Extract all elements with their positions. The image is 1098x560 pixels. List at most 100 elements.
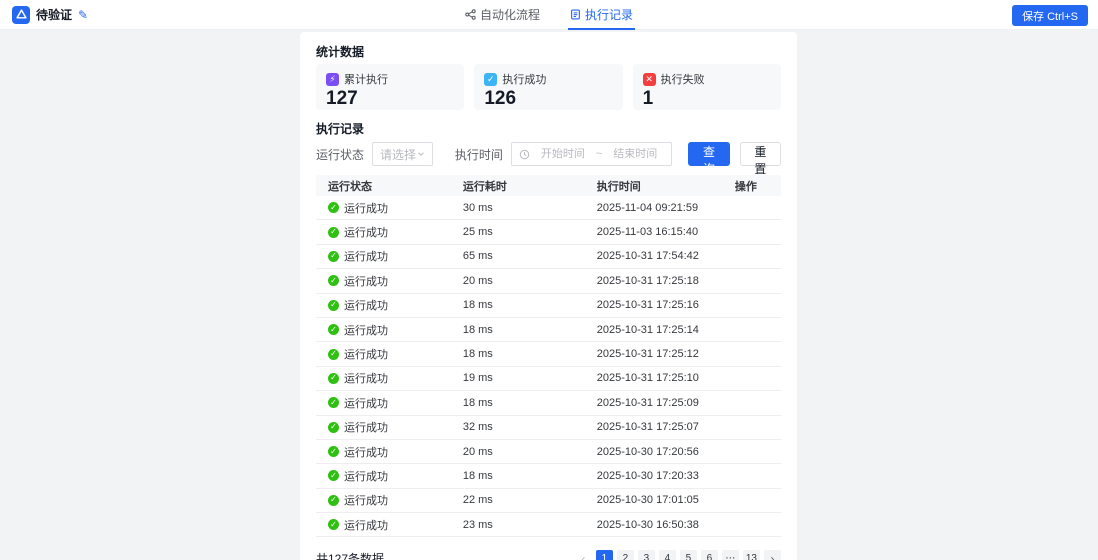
range-separator: ~ xyxy=(595,148,603,160)
success-check-icon: ✓ xyxy=(484,72,498,86)
table-row[interactable]: ✓ 运行成功 18 ms 2025-10-31 17:25:12 xyxy=(316,342,781,367)
total-count-text: 共127条数据 xyxy=(316,552,385,560)
success-status-icon: ✓ xyxy=(328,299,339,311)
duration-cell: 20 ms xyxy=(462,274,493,287)
time-cell: 2025-10-30 17:20:33 xyxy=(596,469,699,482)
success-status-icon: ✓ xyxy=(328,275,339,287)
pagination-page-button[interactable]: 6 xyxy=(700,550,718,560)
status-text: 运行成功 xyxy=(344,470,388,483)
stats-section-title: 统计数据 xyxy=(316,45,365,59)
time-cell: 2025-10-31 17:25:10 xyxy=(596,372,699,385)
chevron-down-icon xyxy=(417,150,425,158)
table-row[interactable]: ✓ 运行成功 18 ms 2025-10-31 17:25:16 xyxy=(316,294,781,318)
app-logo-icon xyxy=(12,5,30,24)
time-cell: 2025-10-31 17:25:09 xyxy=(596,396,699,409)
col-header-operation: 操作 xyxy=(734,180,757,193)
time-cell: 2025-10-30 16:50:38 xyxy=(596,518,699,531)
time-range-picker[interactable]: ~ xyxy=(510,142,673,166)
pagination-next-button[interactable]: › xyxy=(764,550,781,560)
table-row[interactable]: ✓ 运行成功 22 ms 2025-10-30 17:01:05 xyxy=(316,489,781,514)
edit-pencil-icon[interactable]: ✎ xyxy=(78,7,89,22)
clock-icon xyxy=(519,149,530,160)
stat-label: 执行成功 xyxy=(502,74,547,86)
reset-button[interactable]: 重置 xyxy=(739,142,781,176)
search-button[interactable]: 查询 xyxy=(688,142,730,176)
start-time-input[interactable] xyxy=(533,148,592,160)
table-row[interactable]: ✓ 运行成功 23 ms 2025-10-30 16:50:38 xyxy=(316,513,781,538)
save-button[interactable]: 保存 Ctrl+S xyxy=(1012,5,1088,26)
tab-execution-records[interactable]: 执行记录 xyxy=(568,0,636,30)
pagination-page-button[interactable]: 13 xyxy=(742,550,760,560)
duration-cell: 18 ms xyxy=(462,323,493,336)
time-cell: 2025-11-04 09:21:59 xyxy=(596,201,699,214)
flow-icon xyxy=(465,9,476,20)
duration-cell: 23 ms xyxy=(462,518,493,531)
status-text: 运行成功 xyxy=(344,275,388,288)
stat-card-fail: ✕ 执行失败 1 xyxy=(632,64,781,110)
stat-card-success: ✓ 执行成功 126 xyxy=(474,64,623,110)
status-text: 运行成功 xyxy=(344,422,388,435)
pagination: ‹ 1 2 3 4 5 6 ⋯ 13 › xyxy=(575,550,781,560)
table-row[interactable]: ✓ 运行成功 18 ms 2025-10-30 17:20:33 xyxy=(316,464,781,489)
success-status-icon: ✓ xyxy=(328,421,339,433)
status-text: 运行成功 xyxy=(344,495,388,508)
table-row[interactable]: ✓ 运行成功 20 ms 2025-10-31 17:25:18 xyxy=(316,269,781,294)
success-status-icon: ✓ xyxy=(328,372,339,384)
table-row[interactable]: ✓ 运行成功 25 ms 2025-11-03 16:15:40 xyxy=(316,220,781,245)
main-panel: 统计数据 ⚡ 累计执行 127 ✓ 执行成功 126 ✕ 执行失败 1 执行记录 xyxy=(300,32,797,560)
duration-cell: 30 ms xyxy=(462,201,493,214)
stat-cards: ⚡ 累计执行 127 ✓ 执行成功 126 ✕ 执行失败 1 xyxy=(316,64,781,110)
duration-cell: 22 ms xyxy=(462,494,493,507)
pagination-page-button[interactable]: 1 xyxy=(595,550,613,560)
time-cell: 2025-10-31 17:25:16 xyxy=(596,299,699,312)
stat-label: 累计执行 xyxy=(344,74,388,86)
duration-cell: 65 ms xyxy=(462,250,493,263)
pagination-ellipsis[interactable]: ⋯ xyxy=(721,550,739,560)
filter-row: 运行状态 请选择 执行时间 ~ 查询 重置 xyxy=(316,142,781,176)
status-text: 运行成功 xyxy=(344,397,388,410)
status-text: 运行成功 xyxy=(344,324,388,337)
success-status-icon: ✓ xyxy=(328,519,339,531)
stat-value: 127 xyxy=(326,88,358,109)
success-status-icon: ✓ xyxy=(328,446,339,458)
duration-cell: 18 ms xyxy=(462,396,493,409)
status-text: 运行成功 xyxy=(344,300,388,313)
pagination-prev-button[interactable]: ‹ xyxy=(575,550,592,560)
center-tabs: 自动化流程 执行记录 xyxy=(463,0,636,30)
time-cell: 2025-11-03 16:15:40 xyxy=(596,226,699,239)
total-runs-icon: ⚡ xyxy=(326,72,339,86)
pagination-page-button[interactable]: 4 xyxy=(658,550,676,560)
table-row[interactable]: ✓ 运行成功 18 ms 2025-10-31 17:25:09 xyxy=(316,391,781,416)
pagination-page-button[interactable]: 5 xyxy=(679,550,697,560)
pagination-page-button[interactable]: 2 xyxy=(616,550,634,560)
table-footer: 共127条数据 ‹ 1 2 3 4 5 6 ⋯ 13 › xyxy=(316,547,781,560)
table-row[interactable]: ✓ 运行成功 20 ms 2025-10-30 17:20:56 xyxy=(316,440,781,465)
table-row[interactable]: ✓ 运行成功 32 ms 2025-10-31 17:25:07 xyxy=(316,416,781,440)
fail-cross-icon: ✕ xyxy=(642,72,656,86)
duration-cell: 25 ms xyxy=(462,226,493,239)
record-list-icon xyxy=(570,9,581,20)
status-text: 运行成功 xyxy=(344,227,388,240)
col-header-time: 执行时间 xyxy=(596,180,641,193)
status-text: 运行成功 xyxy=(344,349,388,362)
time-cell: 2025-10-31 17:54:42 xyxy=(596,250,699,263)
status-select[interactable]: 请选择 xyxy=(372,142,433,166)
tab-automation-flow[interactable]: 自动化流程 xyxy=(463,0,542,30)
duration-cell: 20 ms xyxy=(462,445,493,458)
time-cell: 2025-10-30 17:01:05 xyxy=(596,494,699,507)
duration-cell: 18 ms xyxy=(462,469,493,482)
success-status-icon: ✓ xyxy=(328,470,339,482)
top-bar: 待验证 ✎ 自动化流程 执行记录 保存 C xyxy=(0,0,1098,30)
table-row[interactable]: ✓ 运行成功 18 ms 2025-10-31 17:25:14 xyxy=(316,318,781,343)
table-row[interactable]: ✓ 运行成功 19 ms 2025-10-31 17:25:10 xyxy=(316,367,781,392)
tab-label: 执行记录 xyxy=(585,8,634,22)
status-text: 运行成功 xyxy=(344,519,388,532)
status-text: 运行成功 xyxy=(344,202,388,215)
table-row[interactable]: ✓ 运行成功 30 ms 2025-11-04 09:21:59 xyxy=(316,196,781,221)
table-header: 运行状态 运行耗时 执行时间 操作 xyxy=(316,175,781,196)
pagination-page-button[interactable]: 3 xyxy=(637,550,655,560)
table-row[interactable]: ✓ 运行成功 65 ms 2025-10-31 17:54:42 xyxy=(316,245,781,270)
end-time-input[interactable] xyxy=(606,148,665,160)
success-status-icon: ✓ xyxy=(328,397,339,409)
col-header-status: 运行状态 xyxy=(328,180,372,193)
